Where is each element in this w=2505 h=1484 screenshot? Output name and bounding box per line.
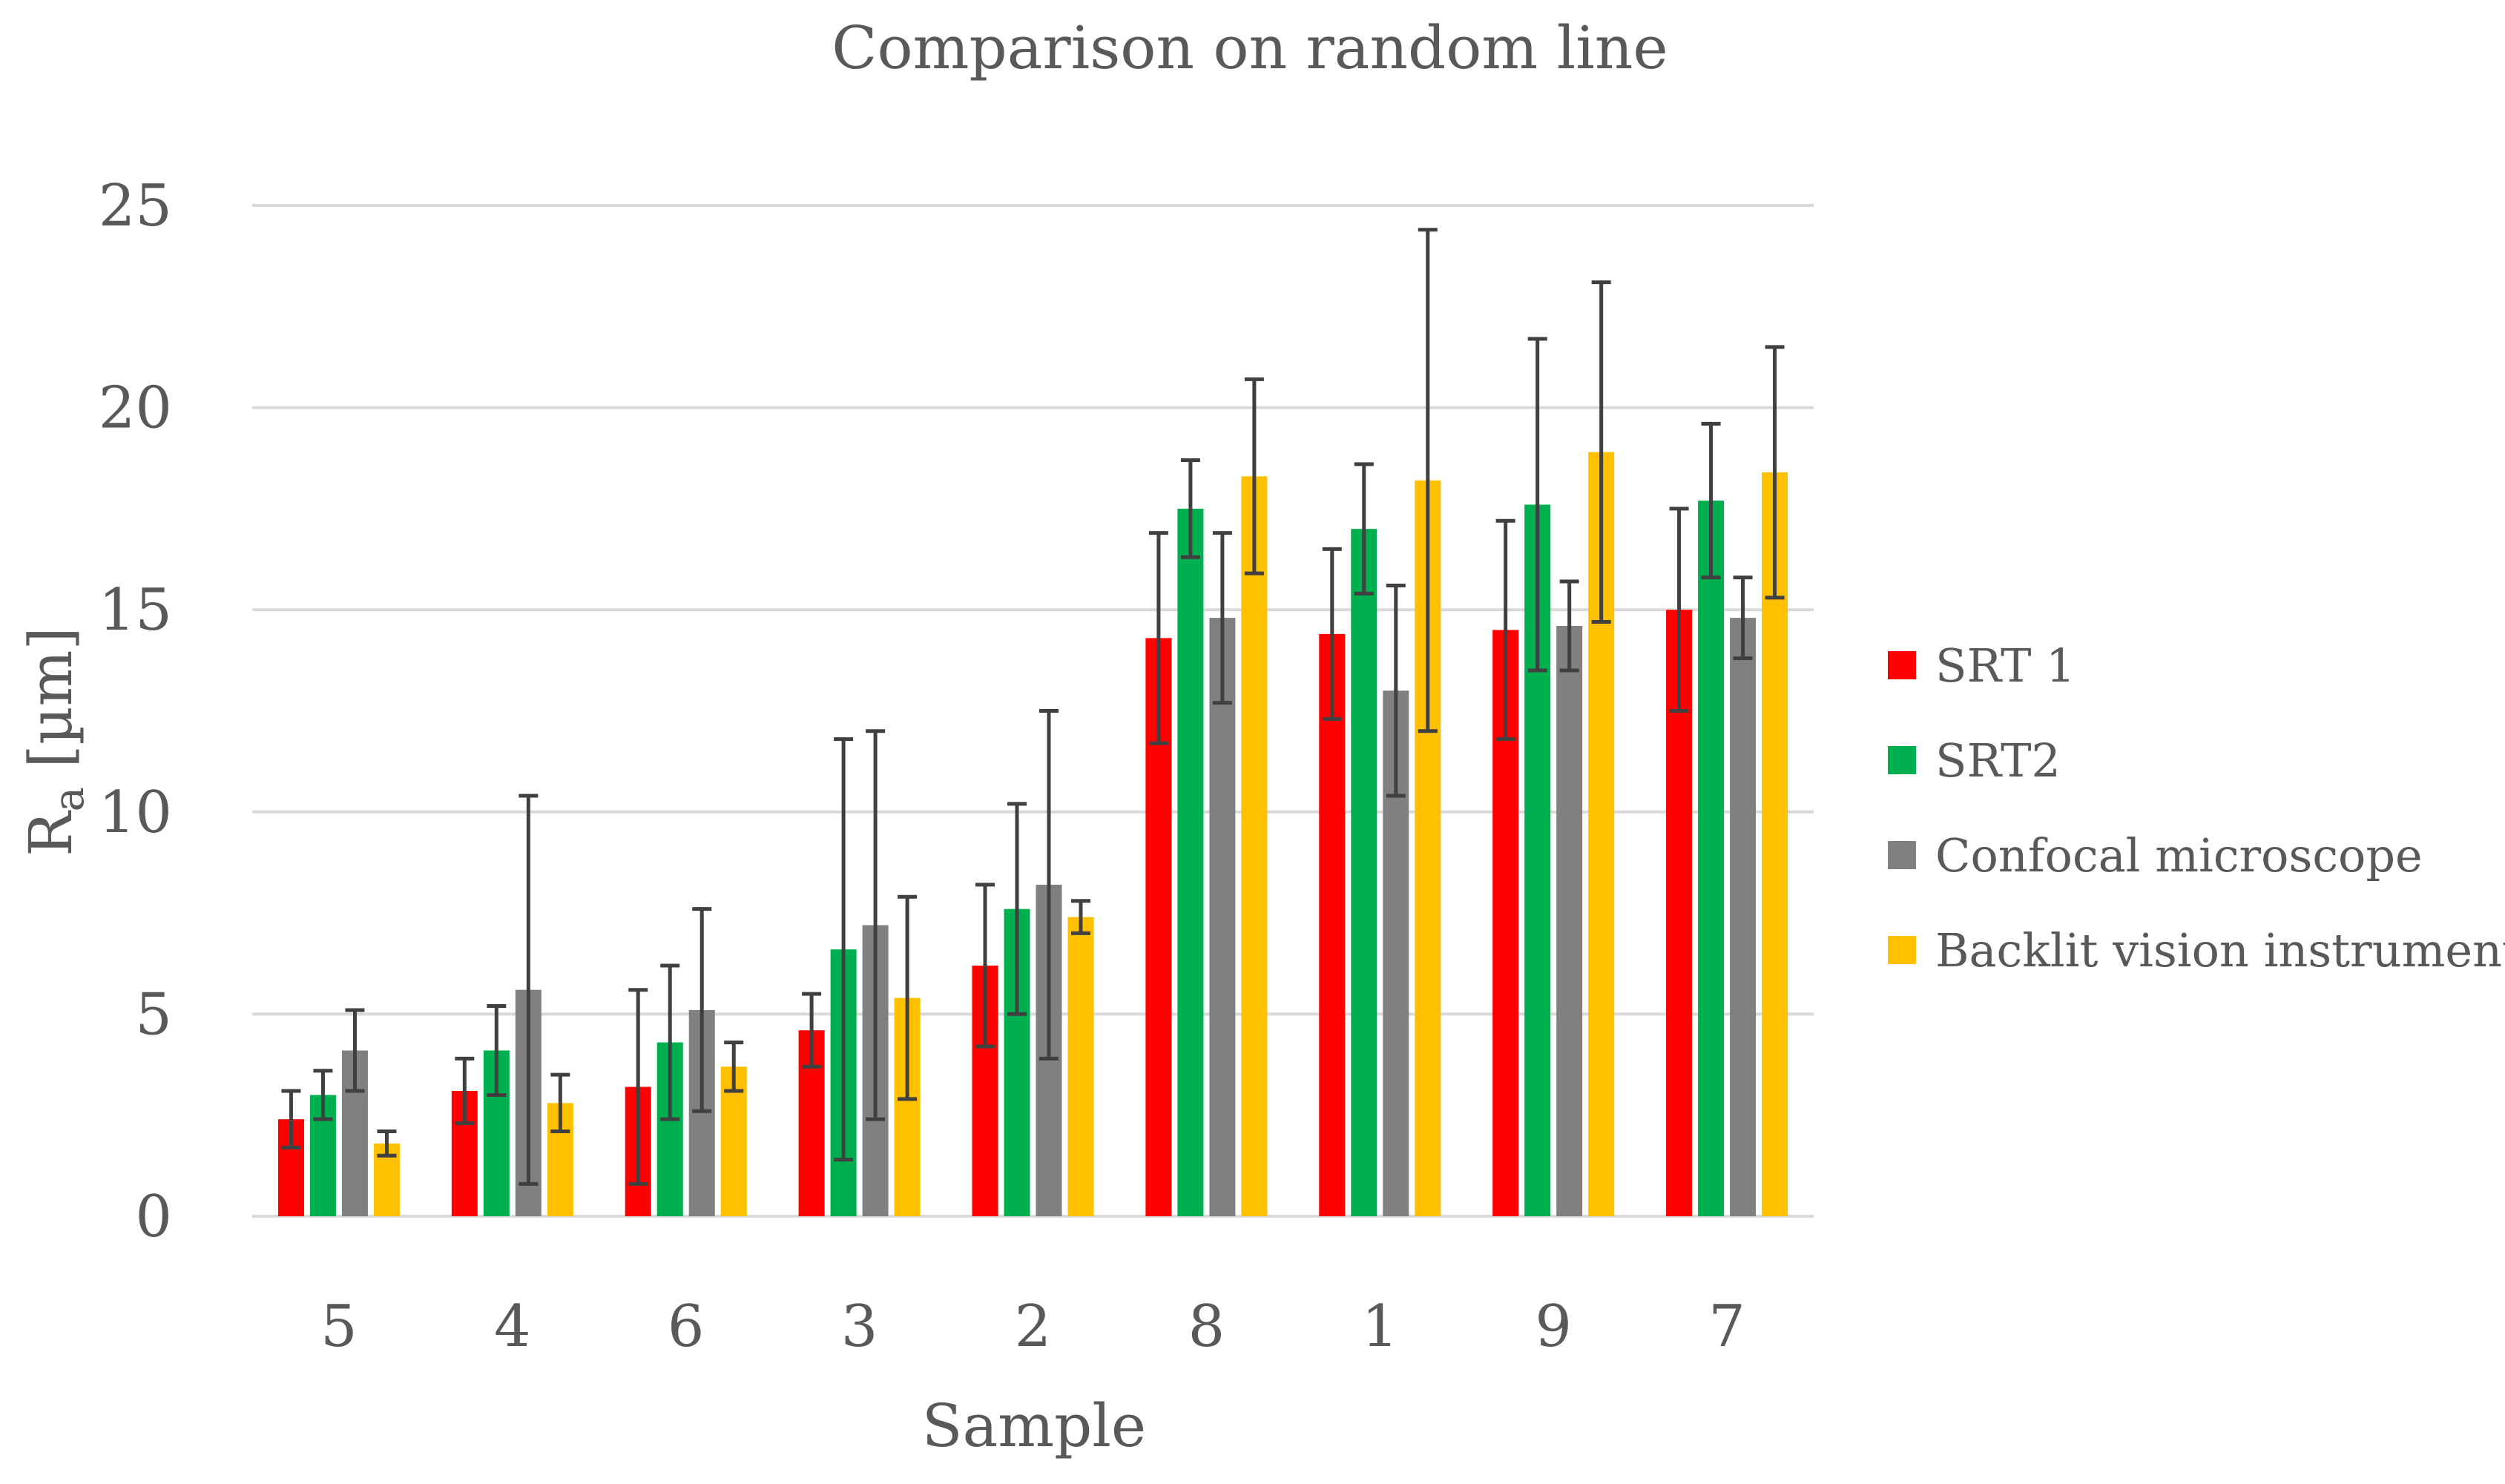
error-bar [377,1130,397,1158]
legend-swatch [1888,746,1916,774]
y-tick-label: 25 [99,173,172,240]
error-bar [345,1008,365,1093]
error-bar [975,883,995,1049]
y-axis-ticks: 0 5 10 15 20 25 [99,173,172,1250]
x-axis-label: Sample [922,1391,1147,1460]
y-axis-label-unit: [µm] [16,627,85,787]
gridlines [252,204,1814,1218]
x-tick-label: 7 [1708,1293,1745,1360]
error-bar [692,907,712,1113]
error-bar [487,1003,507,1097]
x-tick-label: 9 [1535,1293,1572,1360]
bar [1177,508,1204,1216]
legend-swatch [1888,841,1916,869]
error-bar [866,729,886,1121]
bar [1730,618,1757,1216]
bar [1351,529,1377,1216]
y-axis-label-main: R [16,810,85,857]
bar [1556,626,1583,1216]
y-tick-label: 20 [99,375,172,442]
error-bar [1071,899,1090,935]
chart-title: Comparison on random line [832,13,1668,82]
y-tick-label: 5 [135,981,172,1048]
error-bar [1148,531,1168,745]
error-bar [1701,421,1721,580]
x-tick-label: 4 [494,1293,531,1360]
y-tick-label: 10 [99,779,172,846]
error-bar [1007,802,1027,1016]
error-bar [1322,547,1342,721]
x-tick-label: 1 [1361,1293,1398,1360]
error-bar [1418,228,1438,733]
legend-swatch [1888,651,1916,679]
legend-item: Confocal microscope [1888,828,2423,883]
bar [1067,917,1094,1216]
bar [1319,633,1346,1216]
error-bar [1559,579,1579,673]
error-bar [724,1041,744,1093]
x-tick-label: 3 [841,1293,878,1360]
legend-label: SRT 1 [1935,639,2076,693]
error-bar [1591,280,1611,624]
bars [277,452,1788,1216]
bar [1241,476,1268,1216]
legend: SRT 1 SRT2 Confocal microscope Backlit visi… [1888,639,2505,977]
x-tick-label: 6 [668,1293,705,1360]
x-axis-ticks: 5 4 6 3 2 8 1 9 7 [320,1293,1745,1360]
legend-item: SRT 1 [1888,639,2076,693]
error-bar [802,992,822,1069]
legend-label: Backlit vision instrument [1935,923,2505,977]
error-bar [628,988,648,1186]
legend-label: Confocal microscope [1935,828,2423,883]
error-bar [281,1089,301,1150]
error-bars [281,228,1785,1186]
error-bar [898,894,918,1101]
y-axis-label-sub: a [45,787,93,811]
legend-item: Backlit vision instrument [1888,923,2505,977]
error-bar [1669,507,1689,713]
x-tick-label: 8 [1188,1293,1225,1360]
error-bar [1039,709,1059,1061]
error-bar [1495,518,1515,742]
error-bar [1180,458,1200,559]
x-tick-label: 2 [1015,1293,1052,1360]
legend-item: SRT2 [1888,733,2061,788]
error-bar [1354,462,1374,596]
error-bar [313,1069,333,1121]
error-bar [519,794,539,1186]
error-bar [1386,583,1406,798]
y-axis-label: Ra [µm] [16,627,93,856]
error-bar [834,737,854,1162]
error-bar [1212,531,1232,705]
legend-swatch [1888,936,1916,964]
y-tick-label: 15 [99,577,172,644]
y-tick-label: 0 [135,1184,172,1250]
error-bar [1244,377,1264,576]
x-tick-label: 5 [320,1293,358,1360]
legend-label: SRT2 [1935,733,2061,788]
error-bar [455,1056,475,1126]
error-bar [1733,576,1753,661]
error-bar [1527,337,1547,673]
error-bar [550,1072,570,1134]
bar [1698,500,1725,1216]
error-bar [1765,345,1785,600]
error-bar [660,963,680,1121]
bar [1209,618,1236,1216]
